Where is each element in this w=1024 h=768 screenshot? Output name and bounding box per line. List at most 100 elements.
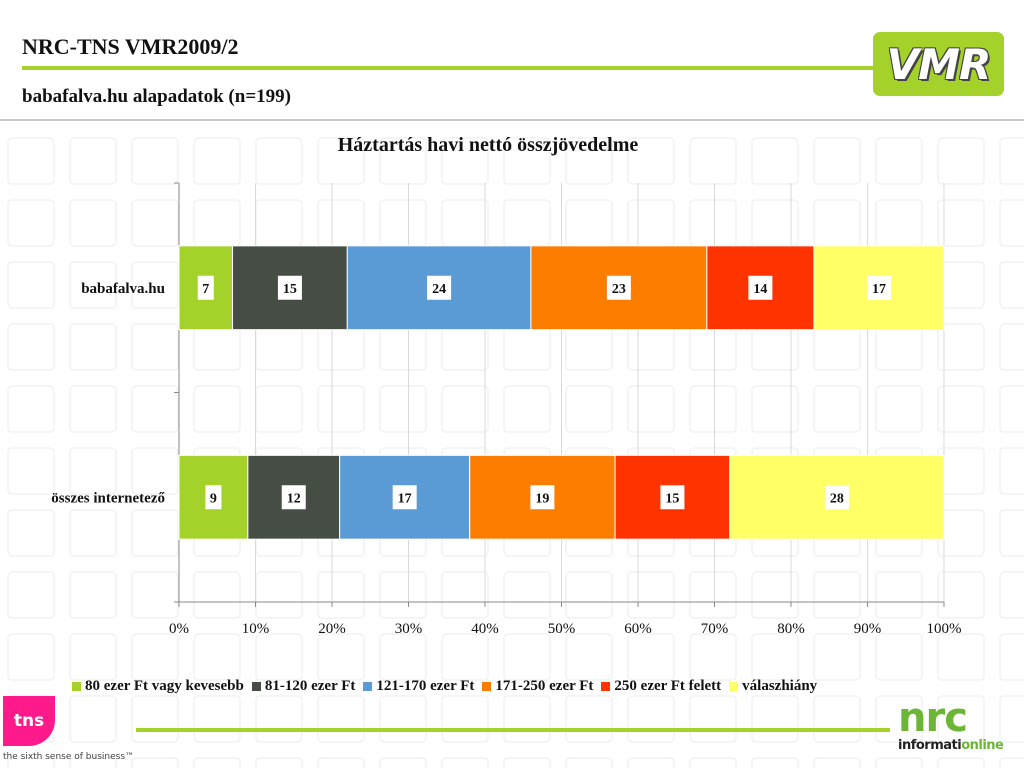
data-label: 19 xyxy=(535,491,549,506)
nrc-logo-subtitle-a: informati xyxy=(898,738,962,753)
background-tile xyxy=(441,571,489,619)
background-tile xyxy=(131,323,179,371)
background-tile xyxy=(503,633,551,681)
footer-rule xyxy=(136,728,890,732)
background-tile xyxy=(193,137,241,185)
background-tile xyxy=(255,695,303,743)
background-tile xyxy=(69,633,117,681)
legend-label: 121-170 ezer Ft xyxy=(376,678,475,694)
background-tile xyxy=(689,385,737,433)
background-tile xyxy=(689,757,737,768)
header-divider xyxy=(0,119,1024,121)
background-tile xyxy=(627,695,675,743)
x-tick-label: 10% xyxy=(242,621,270,637)
background-tile xyxy=(193,571,241,619)
data-label-box xyxy=(277,275,302,300)
nrc-logo: nrc informationline xyxy=(898,695,1016,753)
background-tile xyxy=(193,385,241,433)
background-tile xyxy=(7,323,55,371)
x-tick-label: 30% xyxy=(395,621,423,637)
background-tile xyxy=(565,633,613,681)
background-tile xyxy=(937,323,985,371)
x-tick-label: 60% xyxy=(624,621,652,637)
data-label-box xyxy=(660,485,685,510)
background-tile xyxy=(627,137,675,185)
background-tile xyxy=(379,757,427,768)
background-tile xyxy=(627,757,675,768)
background-tile xyxy=(565,757,613,768)
data-label: 15 xyxy=(283,282,297,297)
background-tile xyxy=(131,571,179,619)
legend-swatch xyxy=(363,682,373,691)
page-subtitle: babafalva.hu alapadatok (n=199) xyxy=(22,86,291,107)
background-tile xyxy=(7,261,55,309)
background-tile xyxy=(317,385,365,433)
legend-item: 250 ezer Ft felett xyxy=(601,678,721,695)
data-label-box xyxy=(197,275,214,300)
background-tile xyxy=(69,695,117,743)
background-tile xyxy=(937,385,985,433)
background-tile xyxy=(379,385,427,433)
data-label-box xyxy=(427,275,452,300)
legend-swatch xyxy=(601,682,611,691)
background-tile xyxy=(131,137,179,185)
background-tile xyxy=(69,323,117,371)
background-tile xyxy=(441,757,489,768)
background-tile xyxy=(317,633,365,681)
background-tile xyxy=(875,137,923,185)
background-tile xyxy=(7,571,55,619)
background-tile xyxy=(69,447,117,495)
nrc-logo-text: nrc xyxy=(898,695,968,741)
background-tile xyxy=(813,571,861,619)
background-tile xyxy=(7,757,55,768)
background-tile xyxy=(689,695,737,743)
background-tile xyxy=(999,447,1024,495)
data-label: 9 xyxy=(210,491,217,506)
background-tile xyxy=(193,633,241,681)
background-tile xyxy=(937,633,985,681)
background-tile xyxy=(7,199,55,247)
background-tile xyxy=(999,137,1024,185)
legend-label: 171-250 ezer Ft xyxy=(495,678,594,694)
data-label-box xyxy=(281,485,306,510)
background-tile xyxy=(503,757,551,768)
background-tile xyxy=(875,695,923,743)
background-tile xyxy=(503,137,551,185)
background-tile xyxy=(813,633,861,681)
legend-item: 80 ezer Ft vagy kevesebb xyxy=(72,678,244,695)
background-tile xyxy=(69,571,117,619)
background-tile xyxy=(751,571,799,619)
background-tile xyxy=(317,571,365,619)
background-tile xyxy=(503,385,551,433)
data-label: 28 xyxy=(830,491,844,506)
background-tile xyxy=(7,509,55,557)
legend-swatch xyxy=(482,682,492,691)
background-tile xyxy=(999,571,1024,619)
background-tile xyxy=(69,261,117,309)
legend-item: válaszhiány xyxy=(729,678,817,695)
category-label: babafalva.hu xyxy=(81,281,165,297)
background-tile xyxy=(937,695,985,743)
data-label-box xyxy=(392,485,417,510)
background-tile xyxy=(875,571,923,619)
background-tile xyxy=(441,385,489,433)
background-tile xyxy=(317,757,365,768)
header-rule xyxy=(22,66,874,70)
background-tile xyxy=(813,757,861,768)
background-tile xyxy=(69,757,117,768)
background-tile xyxy=(999,385,1024,433)
background-tile xyxy=(875,633,923,681)
data-label: 17 xyxy=(872,282,886,297)
x-tick-label: 100% xyxy=(927,621,962,637)
x-tick-label: 90% xyxy=(854,621,882,637)
data-label: 23 xyxy=(612,282,626,297)
background-tile xyxy=(999,695,1024,743)
background-tile xyxy=(69,199,117,247)
background-tile xyxy=(441,633,489,681)
background-tile xyxy=(937,757,985,768)
background-tile xyxy=(999,633,1024,681)
background-tile xyxy=(875,757,923,768)
data-label-box xyxy=(748,275,773,300)
background-tile xyxy=(627,571,675,619)
